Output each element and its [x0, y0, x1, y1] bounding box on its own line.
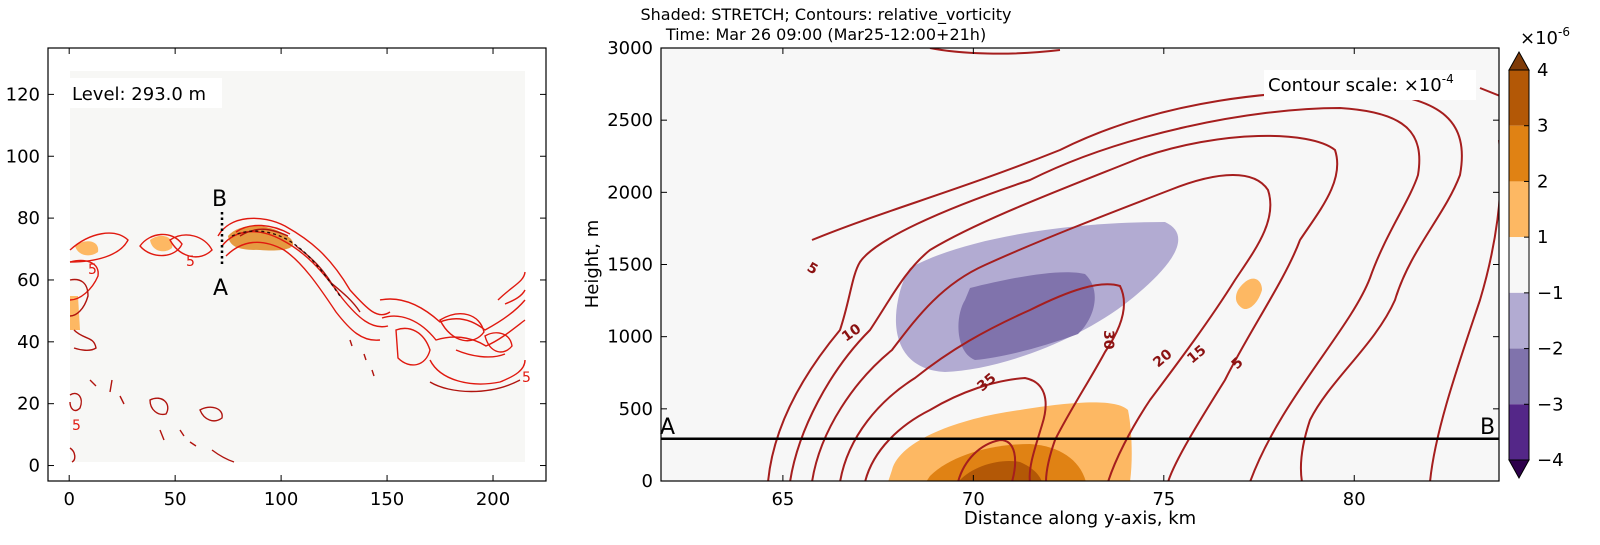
shade-level-1-small — [1235, 278, 1262, 310]
left-x-ticks: 0 50 100 150 200 — [63, 48, 510, 510]
contour-top — [929, 48, 1061, 55]
vorticity-contours — [767, 48, 1499, 481]
colorbar-segment — [1509, 181, 1529, 238]
y-tick-label: 500 — [619, 399, 653, 420]
left-contour-label: 5 — [88, 262, 97, 278]
contour-15 — [789, 134, 1339, 481]
colorbar-tick-label: −1 — [1537, 283, 1564, 304]
left-map-panel: 0 50 100 150 200 0 20 40 60 80 100 120 Level: 293.… — [6, 47, 547, 510]
contour-scale: Contour scale: ×10-4 — [1268, 72, 1454, 96]
right-x-ticks: 65 70 75 80 — [771, 48, 1366, 510]
left-y-ticks: 0 20 40 60 80 100 120 — [6, 84, 546, 477]
left-contour-label: 5 — [522, 370, 531, 386]
level-label: Level: 293.0 m — [72, 84, 206, 105]
colorbar-tick-label: −2 — [1537, 339, 1564, 360]
colorbar-extend-min — [1508, 459, 1530, 480]
colorbar-title: ×10-6 — [1520, 25, 1570, 49]
left-axes-frame — [47, 47, 547, 482]
level-label-box — [66, 78, 222, 108]
y-tick-label: 20 — [17, 394, 40, 415]
section-label-a: A — [213, 276, 228, 301]
y-tick-label: 1000 — [607, 327, 653, 348]
section-label-b: B — [212, 187, 227, 212]
colorbar-segment — [1509, 125, 1529, 182]
y-axis-label: Height, m — [582, 220, 603, 308]
colorbar-frame — [1508, 69, 1530, 461]
y-tick-label: 2500 — [607, 110, 653, 131]
colorbar-tick-label: −4 — [1537, 450, 1564, 471]
y-tick-label: 120 — [6, 84, 40, 105]
contour-25 — [839, 283, 1125, 481]
x-tick-label: 200 — [476, 489, 510, 510]
contour-scale-exp: -4 — [1442, 72, 1454, 86]
colorbar-segment — [1509, 237, 1529, 293]
colorbar-segment — [1509, 404, 1529, 460]
y-tick-label: 0 — [642, 471, 653, 492]
colorbar-tick-label: −3 — [1537, 394, 1564, 415]
left-data-domain — [70, 71, 525, 462]
x-axis-label: Distance along y-axis, km — [964, 508, 1196, 529]
contour-scale-prefix: Contour scale: ×10 — [1268, 75, 1442, 96]
x-tick-label: 50 — [164, 489, 187, 510]
colorbar-tick-label: 4 — [1537, 60, 1548, 81]
colorbar-title-prefix: ×10 — [1520, 28, 1558, 49]
colorbar-tick-label: 1 — [1537, 227, 1548, 248]
colorbar: ×10-6 4 3 2 1 −1 −2 −3 −4 — [1508, 25, 1570, 480]
y-tick-label: 1500 — [607, 255, 653, 276]
contour-scale-box — [1264, 70, 1476, 100]
colorbar-segment — [1509, 292, 1529, 349]
shade-level-3 — [959, 461, 1042, 481]
left-contour-label: 5 — [72, 418, 81, 434]
chart-title: Shaded: STRETCH; Contours: relative_vort… — [641, 5, 1012, 25]
y-tick-label: 80 — [17, 208, 40, 229]
right-section-panel: Shaded: STRETCH; Contours: relative_vort… — [582, 5, 1500, 529]
contour-20 — [811, 174, 1272, 481]
contour-35 — [957, 438, 1017, 481]
x-tick-label: 150 — [370, 489, 404, 510]
right-y-ticks: 0 500 1000 1500 2000 2500 3000 — [607, 38, 1499, 492]
left-contour-label: 5 — [186, 254, 195, 270]
x-tick-label: 80 — [1343, 489, 1366, 510]
stretch-shading — [888, 222, 1262, 481]
colorbar-extend-max — [1508, 50, 1530, 71]
contour-5 — [811, 90, 1463, 481]
level-line-label-b: B — [1480, 415, 1495, 440]
y-tick-label: 40 — [17, 332, 40, 353]
colorbar-segments — [1508, 50, 1530, 480]
contour-30 — [864, 376, 1047, 481]
x-tick-label: 0 — [63, 489, 74, 510]
colorbar-title-exp: -6 — [1558, 25, 1570, 39]
y-tick-label: 3000 — [607, 38, 653, 59]
y-tick-label: 60 — [17, 270, 40, 291]
colorbar-tick-label: 2 — [1537, 171, 1548, 192]
y-tick-label: 2000 — [607, 182, 653, 203]
x-tick-label: 65 — [771, 489, 794, 510]
contour-5-right — [1429, 140, 1499, 481]
x-tick-label: 100 — [264, 489, 298, 510]
colorbar-ticks: 4 3 2 1 −1 −2 −3 −4 — [1524, 60, 1564, 471]
y-tick-label: 0 — [29, 456, 40, 477]
left-contours — [69, 217, 526, 463]
y-tick-label: 100 — [6, 146, 40, 167]
level-line-label-a: A — [660, 415, 675, 440]
shade-level-minus2 — [958, 272, 1095, 360]
contour-10 — [767, 106, 1421, 481]
colorbar-segment — [1509, 348, 1529, 405]
contour-label: 30 — [1100, 330, 1116, 350]
colorbar-segment — [1509, 70, 1529, 126]
chart-subtitle: Time: Mar 26 09:00 (Mar25-12:00+21h) — [665, 25, 986, 44]
x-tick-label: 75 — [1152, 489, 1175, 510]
colorbar-tick-label: 3 — [1537, 116, 1548, 137]
x-tick-label: 70 — [962, 489, 985, 510]
contour-edge — [1479, 87, 1499, 97]
